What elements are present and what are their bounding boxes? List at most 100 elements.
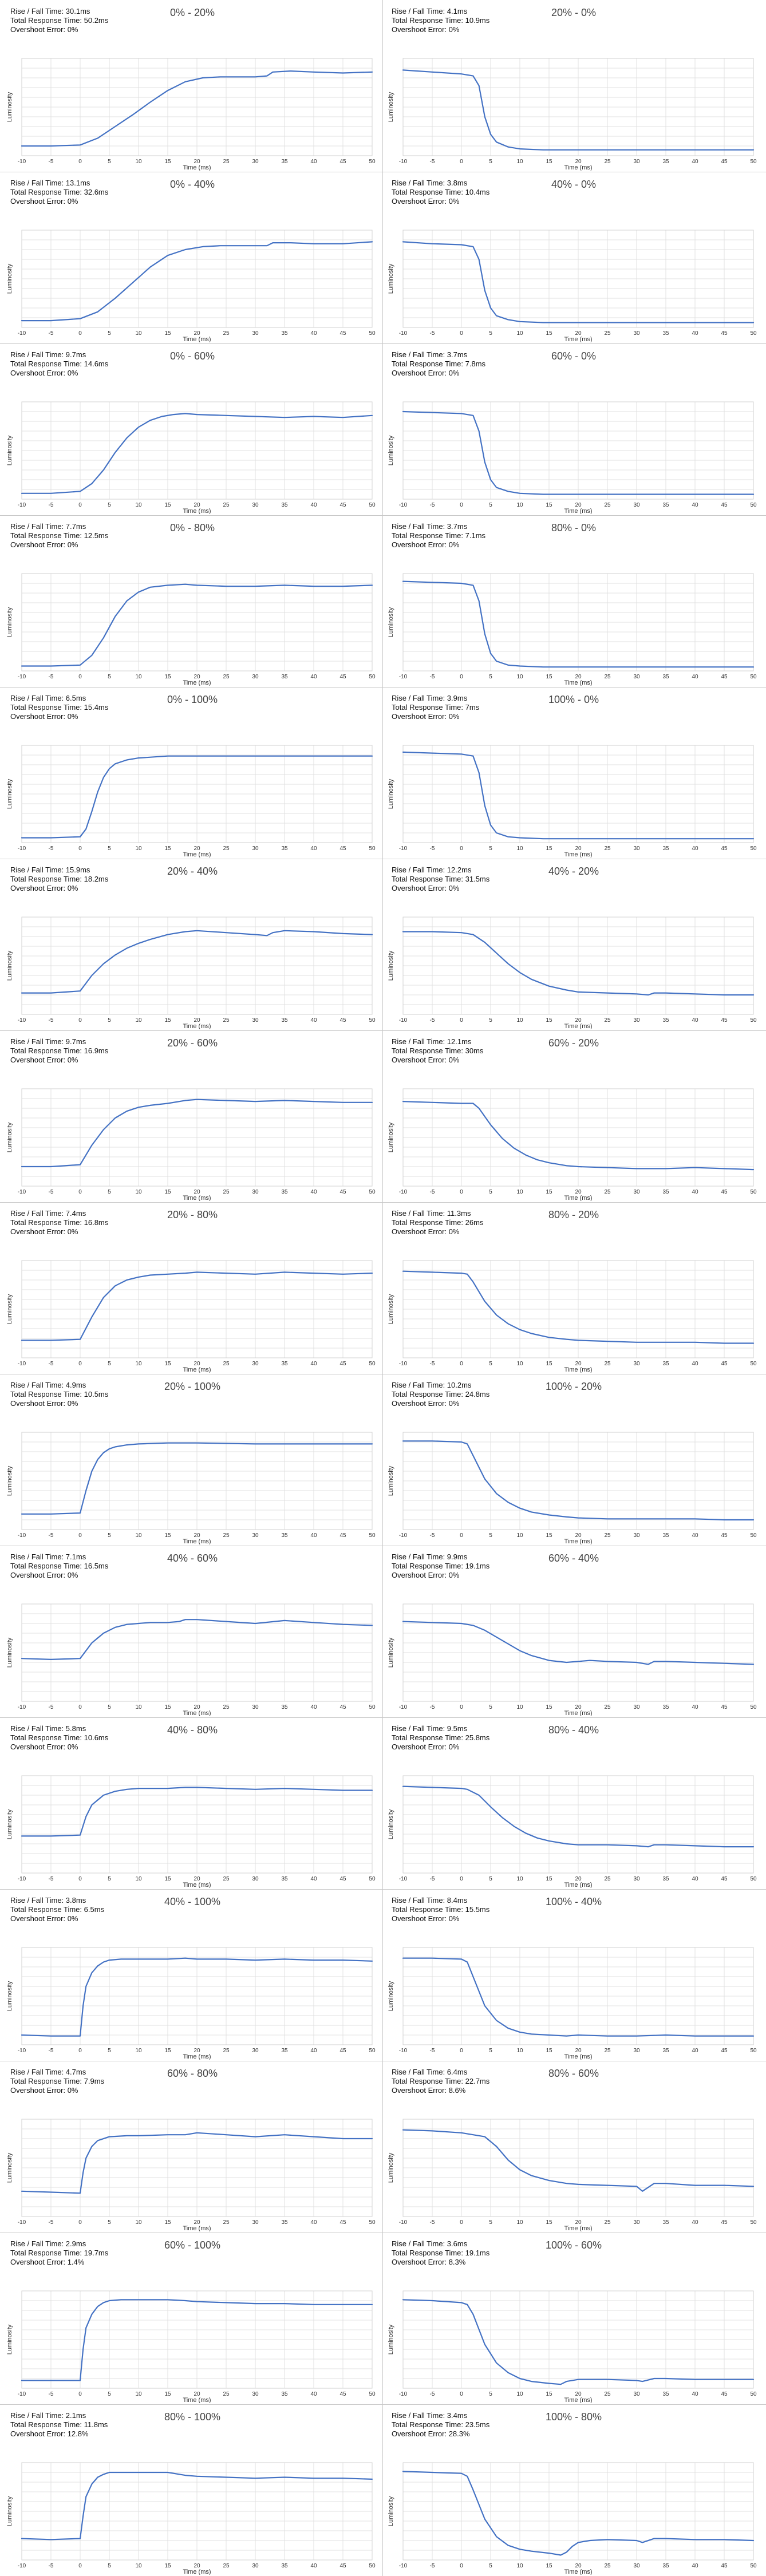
row-divider xyxy=(0,1889,766,1890)
x-tick-label: 25 xyxy=(223,1361,230,1367)
y-axis-label: Luminosity xyxy=(388,1637,394,1668)
stat-overshoot: Overshoot Error: 0% xyxy=(392,197,460,206)
x-tick-label: -10 xyxy=(18,1017,26,1024)
x-tick-label: 35 xyxy=(281,1704,288,1710)
x-axis-label: Time (ms) xyxy=(564,2225,592,2231)
x-tick-label: 0 xyxy=(460,159,463,165)
chart-title: 0% - 60% xyxy=(169,350,215,362)
chart-panel: Rise / Fall Time: 2.1ms Total Response Ti… xyxy=(3,2405,381,2575)
x-tick-label: 35 xyxy=(662,2563,669,2569)
x-tick-label: 50 xyxy=(369,1876,376,1882)
x-tick-label: 40 xyxy=(310,159,317,165)
x-tick-label: -10 xyxy=(399,159,408,165)
x-tick-label: 20 xyxy=(194,2391,200,2397)
x-tick-label: 35 xyxy=(281,159,288,165)
x-tick-label: 20 xyxy=(575,1189,582,1195)
x-tick-label: 10 xyxy=(135,159,142,165)
x-tick-label: 5 xyxy=(489,2048,492,2054)
x-tick-label: 15 xyxy=(546,1876,552,1882)
x-tick-label: 20 xyxy=(194,1189,200,1195)
x-tick-label: 50 xyxy=(750,1361,757,1367)
luminosity-series-line xyxy=(21,1099,373,1168)
x-tick-label: 20 xyxy=(194,1017,200,1024)
x-tick-label: 40 xyxy=(692,2219,698,2226)
chart-panel: Rise / Fall Time: 7.4ms Total Response Ti… xyxy=(3,1203,381,1373)
y-axis-label: Luminosity xyxy=(6,607,13,637)
x-tick-label: 25 xyxy=(604,1017,611,1024)
x-tick-label: -5 xyxy=(430,846,435,852)
row-divider xyxy=(0,1202,766,1203)
x-tick-label: 5 xyxy=(489,2563,492,2569)
stat-total: Total Response Time: 25.8ms xyxy=(392,1733,490,1742)
x-tick-label: 40 xyxy=(692,159,698,165)
x-tick-label: 25 xyxy=(604,2391,611,2397)
y-axis-label: Luminosity xyxy=(6,1981,13,2011)
x-tick-label: 30 xyxy=(252,330,259,337)
x-tick-label: 35 xyxy=(662,846,669,852)
x-tick-label: 35 xyxy=(281,330,288,337)
y-axis-label: Luminosity xyxy=(388,607,394,637)
stat-overshoot: Overshoot Error: 0% xyxy=(392,25,460,34)
x-tick-label: 15 xyxy=(546,2563,552,2569)
chart-svg: -10 -5 0 5 10 15 20 25 30 35 40 45 50 Time (ms) Lumino… xyxy=(6,573,376,686)
x-tick-label: 15 xyxy=(546,1532,552,1539)
x-tick-label: 0 xyxy=(460,846,463,852)
x-tick-label: 10 xyxy=(516,1017,523,1024)
x-tick-label: 45 xyxy=(339,1361,346,1367)
x-tick-label: 40 xyxy=(310,2391,317,2397)
x-tick-label: 40 xyxy=(310,846,317,852)
x-tick-label: 5 xyxy=(489,330,492,337)
chart-panel: Rise / Fall Time: 4.1ms Total Response Ti… xyxy=(385,1,763,171)
x-tick-label: 35 xyxy=(662,1704,669,1710)
x-tick-label: 25 xyxy=(223,1189,230,1195)
x-tick-label: 50 xyxy=(369,2391,376,2397)
x-tick-label: 0 xyxy=(460,674,463,680)
plot-area xyxy=(21,573,373,671)
stat-rise-fall: Rise / Fall Time: 12.1ms xyxy=(392,1037,472,1046)
x-tick-label: 50 xyxy=(750,1704,757,1710)
x-tick-label: 45 xyxy=(721,2391,728,2397)
x-tick-label: 10 xyxy=(516,2563,523,2569)
x-tick-label: -10 xyxy=(399,1704,408,1710)
x-tick-label: 45 xyxy=(339,674,346,680)
x-tick-label: 0 xyxy=(460,1532,463,1539)
stat-overshoot: Overshoot Error: 8.6% xyxy=(392,2086,466,2095)
x-tick-label: 25 xyxy=(223,330,230,337)
x-tick-label: 10 xyxy=(135,1189,142,1195)
chart-title: 40% - 80% xyxy=(167,1724,218,1736)
x-tick-label: 35 xyxy=(281,1532,288,1539)
chart-title: 0% - 80% xyxy=(169,522,215,534)
x-tick-label: 30 xyxy=(252,2219,259,2226)
x-axis-label: Time (ms) xyxy=(183,1882,211,1888)
x-axis-label: Time (ms) xyxy=(183,1538,211,1544)
chart-panel: Rise / Fall Time: 5.8ms Total Response Ti… xyxy=(3,1718,381,1888)
x-tick-label: -5 xyxy=(49,1189,54,1195)
x-tick-label: 45 xyxy=(339,159,346,165)
x-tick-label: 45 xyxy=(721,1361,728,1367)
x-tick-label: 45 xyxy=(339,1876,346,1882)
x-axis-label: Time (ms) xyxy=(564,336,592,342)
plot-area xyxy=(21,1088,373,1187)
stat-overshoot: Overshoot Error: 0% xyxy=(392,1227,460,1236)
x-tick-label: 15 xyxy=(164,330,171,337)
chart-svg: -10 -5 0 5 10 15 20 25 30 35 40 45 50 Time (ms) Lumino… xyxy=(388,2462,757,2575)
stat-total: Total Response Time: 7.8ms xyxy=(392,359,486,368)
x-tick-label: 30 xyxy=(633,1361,640,1367)
x-tick-label: 25 xyxy=(604,846,611,852)
x-tick-label: 5 xyxy=(108,2048,111,2054)
stat-total: Total Response Time: 24.8ms xyxy=(392,1390,490,1398)
x-tick-label: -10 xyxy=(18,2563,26,2569)
stat-overshoot: Overshoot Error: 0% xyxy=(10,25,78,34)
x-tick-label: 35 xyxy=(281,1189,288,1195)
x-tick-label: 40 xyxy=(310,2219,317,2226)
chart-panel: Rise / Fall Time: 9.9ms Total Response Ti… xyxy=(385,1547,763,1716)
x-tick-label: 10 xyxy=(516,330,523,337)
x-axis-label: Time (ms) xyxy=(564,1538,592,1544)
x-tick-label: -5 xyxy=(430,2219,435,2226)
luminosity-series-line xyxy=(21,2299,373,2381)
x-tick-label: 20 xyxy=(194,1876,200,1882)
stat-overshoot: Overshoot Error: 0% xyxy=(10,197,78,206)
y-axis-label: Luminosity xyxy=(388,1809,394,1839)
x-tick-label: 50 xyxy=(369,330,376,337)
x-tick-label: 50 xyxy=(750,1532,757,1539)
